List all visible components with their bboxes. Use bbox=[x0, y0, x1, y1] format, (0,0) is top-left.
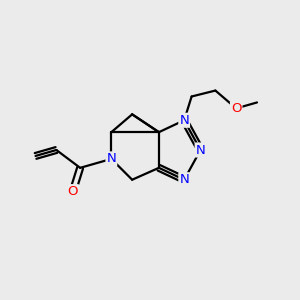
Text: O: O bbox=[231, 102, 242, 115]
Text: N: N bbox=[196, 143, 206, 157]
Text: O: O bbox=[68, 185, 78, 198]
Text: N: N bbox=[179, 114, 189, 127]
Text: N: N bbox=[179, 173, 189, 186]
Text: N: N bbox=[106, 152, 116, 165]
